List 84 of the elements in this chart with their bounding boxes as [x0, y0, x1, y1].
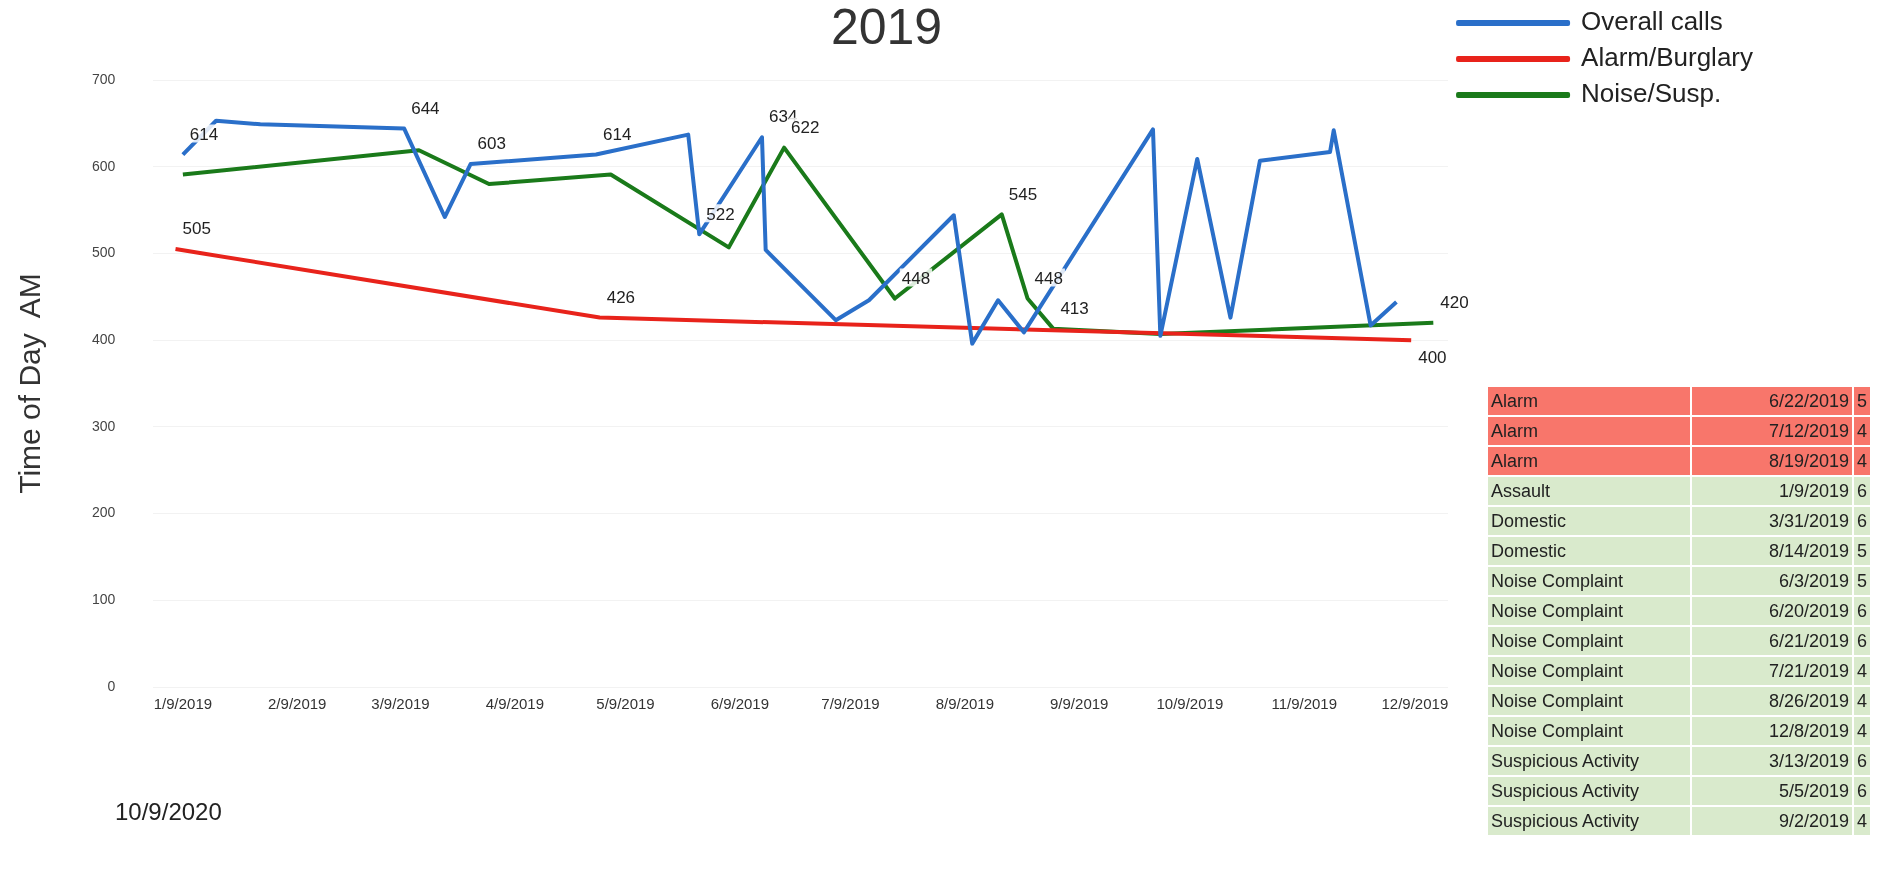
y-tick-label: 500: [92, 244, 116, 261]
text: 7/12/2019: [1692, 417, 1852, 445]
text: 3/13/2019: [1692, 747, 1852, 775]
data-label: 426: [606, 287, 636, 307]
text: 5: [1854, 387, 1871, 415]
text: 6: [1854, 747, 1871, 775]
text: 4: [1854, 657, 1871, 685]
text: 8/26/2019: [1692, 687, 1852, 715]
data-label: 448: [901, 268, 931, 288]
text: 3/31/2019: [1692, 507, 1852, 535]
text: 10/9/2020: [115, 798, 222, 825]
data-label: 614: [602, 124, 632, 144]
text: 9/2/2019: [1692, 807, 1852, 835]
text: 6: [1854, 477, 1871, 505]
text: Noise Complaint: [1488, 717, 1690, 745]
data-label: 545: [1008, 184, 1038, 204]
x-tick-label: 10/9/2019: [1156, 694, 1224, 712]
text: 8/19/2019: [1692, 447, 1852, 475]
y-tick-label: 300: [92, 417, 116, 434]
text: 5: [1854, 537, 1871, 565]
data-label: 614: [189, 124, 219, 144]
text: Noise Complaint: [1488, 657, 1690, 685]
text: 4: [1854, 807, 1871, 835]
text: 1/9/2019: [1692, 477, 1852, 505]
text: 5/5/2019: [1692, 777, 1852, 805]
y-axis-title: Time of Day AM: [13, 273, 47, 494]
text: Suspicious Activity: [1488, 807, 1690, 835]
y-tick-label: 0: [107, 677, 116, 694]
text: Noise Complaint: [1488, 597, 1690, 625]
legend-label: Overall calls: [1581, 6, 1723, 37]
text: 6/22/2019: [1692, 387, 1852, 415]
y-tick-label: 100: [92, 591, 116, 608]
x-tick-label: 4/9/2019: [485, 694, 545, 712]
text: 4: [1854, 447, 1871, 475]
text: Domestic: [1488, 507, 1690, 535]
data-label: 420: [1440, 292, 1469, 312]
x-tick-label: 2/9/2019: [268, 694, 327, 712]
data-label: 448: [1034, 268, 1063, 288]
legend-label: Alarm/Burglary: [1581, 42, 1753, 73]
text: 6/20/2019: [1692, 597, 1852, 625]
legend-label: Noise/Susp.: [1581, 78, 1722, 109]
text: 6: [1854, 627, 1871, 655]
text: Alarm: [1488, 447, 1690, 475]
text: Domestic: [1488, 537, 1690, 565]
text: 6: [1854, 597, 1871, 625]
text: 5: [1854, 567, 1871, 595]
data-label: 400: [1418, 348, 1447, 368]
x-tick-label: 7/9/2019: [821, 694, 880, 712]
text: Noise Complaint: [1488, 627, 1690, 655]
text: 7/21/2019: [1692, 657, 1852, 685]
text: 6/3/2019: [1692, 567, 1852, 595]
text: Assault: [1488, 477, 1690, 505]
x-tick-label: 1/9/2019: [153, 694, 213, 712]
y-tick-label: 700: [92, 70, 116, 87]
x-tick-label: 11/9/2019: [1271, 694, 1338, 712]
text: Alarm: [1488, 387, 1690, 415]
chart-title: 2019: [830, 0, 943, 55]
text: 4: [1854, 687, 1871, 715]
x-tick-label: 9/9/2019: [1050, 694, 1109, 712]
text: Noise Complaint: [1488, 687, 1690, 715]
data-label: 413: [1060, 299, 1089, 319]
text: Suspicious Activity: [1488, 747, 1690, 775]
data-label: 505: [182, 219, 211, 239]
y-tick-label: 200: [92, 504, 116, 521]
text: 8/14/2019: [1692, 537, 1852, 565]
x-tick-label: 8/9/2019: [935, 694, 995, 712]
x-tick-label: 3/9/2019: [371, 694, 430, 712]
text: Suspicious Activity: [1488, 777, 1690, 805]
text: 6: [1854, 507, 1871, 535]
text: 4: [1854, 417, 1871, 445]
data-label: 644: [411, 98, 440, 118]
text: 12/8/2019: [1692, 717, 1852, 745]
text: 4: [1854, 717, 1871, 745]
text: Noise Complaint: [1488, 567, 1690, 595]
data-label: 603: [477, 134, 506, 154]
x-tick-label: 5/9/2019: [596, 694, 655, 712]
x-tick-label: 12/9/2019: [1381, 694, 1449, 712]
text: Alarm: [1488, 417, 1690, 445]
y-tick-label: 600: [92, 157, 116, 174]
text: 6/21/2019: [1692, 627, 1852, 655]
text: 6: [1854, 777, 1871, 805]
x-tick-label: 6/9/2019: [710, 694, 770, 712]
data-label: 522: [706, 204, 735, 224]
y-tick-label: 400: [92, 331, 116, 347]
